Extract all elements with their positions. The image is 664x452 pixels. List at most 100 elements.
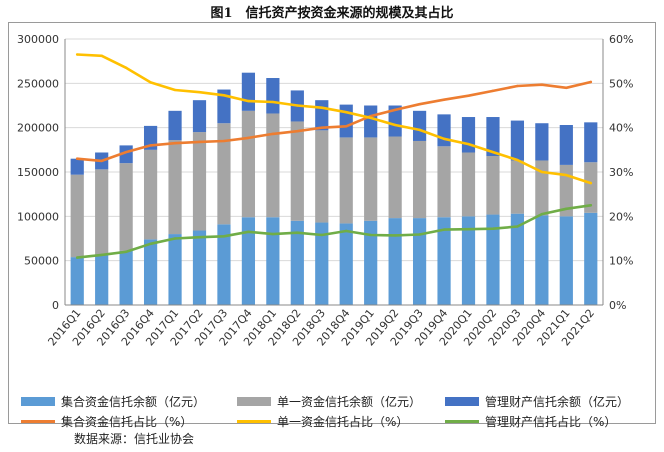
bar-danyi-2017Q3	[217, 123, 231, 225]
point-jihe-2016Q1	[76, 157, 79, 160]
bar-guanli-2019Q4	[437, 114, 451, 147]
bar-guanli-2018Q1	[266, 78, 280, 114]
point-danyi-2016Q4	[149, 81, 152, 84]
point-jihe-2017Q4	[247, 136, 250, 140]
bar-danyi-2017Q1	[168, 140, 182, 235]
bar-guanli-2020Q3	[510, 120, 525, 161]
point-danyi-2019Q3	[418, 128, 421, 132]
bar-guanli-2017Q2	[192, 100, 207, 133]
point-guanli-2018Q1	[271, 232, 275, 236]
bar-danyi-2018Q4	[339, 137, 353, 224]
bar-jihe-2020Q4	[535, 215, 549, 305]
bar-danyi-2019Q1	[364, 137, 378, 221]
point-danyi-2017Q2	[198, 91, 201, 94]
point-danyi-2017Q1	[173, 88, 177, 92]
point-jihe-2018Q4	[345, 125, 348, 128]
point-guanli-2016Q3	[124, 250, 128, 253]
left-axis-tick-label: 200000	[17, 122, 59, 135]
bar-danyi-2018Q3	[315, 130, 329, 223]
point-danyi-2018Q4	[345, 110, 348, 114]
point-guanli-2018Q4	[345, 229, 348, 233]
bar-jihe-2017Q3	[217, 224, 231, 305]
bar-guanli-2020Q4	[535, 123, 549, 161]
point-guanli-2019Q2	[393, 234, 397, 237]
point-danyi-2021Q1	[565, 173, 568, 177]
right-axis-tick-label: 20%	[609, 210, 633, 223]
bar-guanli-2018Q3	[315, 100, 329, 131]
point-guanli-2017Q1	[173, 237, 177, 240]
bar-jihe-2018Q1	[266, 217, 280, 305]
bar-jihe-2017Q2	[192, 230, 207, 305]
bar-jihe-2019Q2	[388, 218, 402, 305]
bar-jihe-2019Q1	[364, 220, 378, 305]
bar-jihe-2016Q1	[70, 257, 84, 305]
point-guanli-2021Q1	[565, 207, 568, 210]
point-guanli-2017Q2	[198, 235, 201, 239]
legend-item-guanli-bar: 管理财产信托余额（亿元）	[445, 393, 629, 410]
legend-swatch-danyi-bar	[237, 397, 271, 406]
point-jihe-2018Q2	[296, 130, 299, 133]
point-danyi-2020Q3	[516, 158, 519, 162]
right-axis-tick-label: 10%	[609, 255, 633, 268]
point-guanli-2017Q4	[247, 230, 250, 234]
point-guanli-2017Q3	[222, 235, 226, 238]
legend-row-lines: 集合资金信托占比（%） 单一资金信托占比（%） 管理财产信托占比（%）	[21, 413, 661, 431]
bar-jihe-2016Q3	[119, 250, 133, 305]
bar-danyi-2021Q1	[559, 164, 573, 217]
combo-chart: 0 50000 100000 150000 200000 250000 300000 0% 10…	[17, 33, 633, 348]
point-danyi-2016Q3	[124, 66, 128, 70]
point-danyi-2020Q1	[467, 142, 470, 146]
legend-label-jihe-line: 集合资金信托占比（%）	[61, 415, 193, 429]
left-axis-tick-label: 150000	[17, 166, 59, 179]
line-jihe-share	[75, 80, 593, 163]
point-jihe-2021Q1	[565, 86, 568, 89]
point-guanli-2021Q2	[589, 204, 592, 207]
point-danyi-2017Q4	[247, 99, 250, 103]
bar-jihe-2018Q4	[339, 223, 353, 305]
legend-swatch-guanli-bar	[445, 397, 479, 406]
bar-jihe-2017Q4	[241, 217, 256, 305]
point-jihe-2017Q2	[198, 140, 201, 144]
point-jihe-2019Q3	[418, 102, 421, 106]
bar-danyi-2020Q3	[510, 160, 525, 214]
bar-jihe-2016Q2	[95, 255, 109, 305]
bar-guanli-2016Q1	[70, 158, 84, 175]
bar-danyi-2019Q4	[437, 146, 451, 218]
bar-danyi-2019Q2	[388, 136, 402, 219]
legend-swatch-jihe-bar	[21, 397, 55, 406]
bar-jihe-2018Q2	[290, 220, 304, 305]
bar-danyi-2016Q3	[119, 163, 133, 251]
point-danyi-2017Q3	[222, 94, 226, 97]
point-jihe-2016Q4	[149, 144, 152, 147]
point-danyi-2019Q2	[393, 123, 397, 127]
right-axis-tick-label: 50%	[609, 77, 633, 90]
bar-danyi-2021Q2	[584, 162, 598, 213]
legend-label-guanli-line: 管理财产信托占比（%）	[485, 415, 617, 429]
point-guanli-2016Q4	[149, 242, 152, 246]
legend-item-jihe-bar: 集合资金信托余额（亿元）	[21, 393, 205, 410]
bar-guanli-2021Q1	[559, 125, 573, 165]
bar-jihe-2019Q4	[437, 217, 451, 305]
point-guanli-2020Q3	[516, 225, 519, 228]
chart-title: 图1 信托资产按资金来源的规模及其占比	[210, 6, 454, 21]
point-jihe-2018Q3	[320, 126, 323, 129]
bar-danyi-2016Q2	[95, 169, 109, 256]
bar-guanli-2020Q2	[486, 117, 500, 157]
point-guanli-2020Q1	[467, 227, 470, 231]
point-danyi-2021Q2	[589, 181, 592, 185]
point-jihe-2019Q2	[393, 108, 397, 112]
bar-jihe-2017Q1	[168, 234, 182, 305]
chart-frame: 0 50000 100000 150000 200000 250000 300000 0% 10…	[8, 22, 656, 429]
point-guanli-2020Q4	[540, 212, 544, 216]
right-axis-tick-label: 60%	[609, 33, 633, 46]
point-jihe-2019Q4	[442, 98, 446, 101]
bar-guanli-2020Q1	[461, 117, 476, 153]
right-axis-tick-label: 0%	[609, 299, 626, 312]
bar-danyi-2018Q2	[290, 121, 304, 221]
bar-danyi-2016Q4	[143, 149, 158, 240]
bar-jihe-2019Q3	[412, 218, 427, 305]
left-axis-tick-label: 0	[52, 299, 59, 312]
point-danyi-2016Q2	[100, 54, 103, 58]
bar-guanli-2021Q2	[584, 122, 598, 163]
point-danyi-2018Q3	[320, 106, 323, 109]
